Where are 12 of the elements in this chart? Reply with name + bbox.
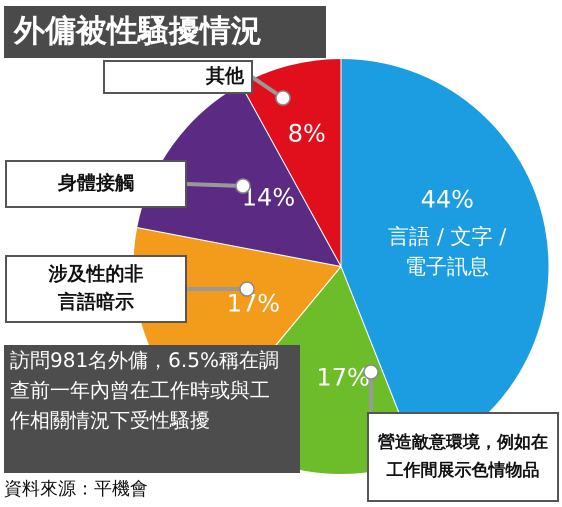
slice-label: 涉及性的非言語暗示 [48, 262, 144, 313]
slice-label: 身體接觸 [57, 172, 134, 194]
data-label: 8% [288, 120, 326, 148]
slice-label: 營造敵意環境，例如在工作間展示色情物品 [378, 432, 548, 480]
text: 訪問981名外傭，6.5%稱在調查前一年內曾在工作時或與工作相關情況下受性騷擾 [9, 348, 279, 432]
slice-label: 言語 / 文字 / 電子訊息 [388, 224, 508, 279]
data-label: 44% [420, 185, 474, 214]
source-note: 資料來源：平機會 [4, 478, 148, 500]
slice-label: 其他 [205, 64, 245, 87]
chart-title: 外傭被性騷擾情況 [13, 13, 262, 50]
data-label: 17% [316, 364, 370, 392]
data-label: 14% [242, 183, 296, 212]
